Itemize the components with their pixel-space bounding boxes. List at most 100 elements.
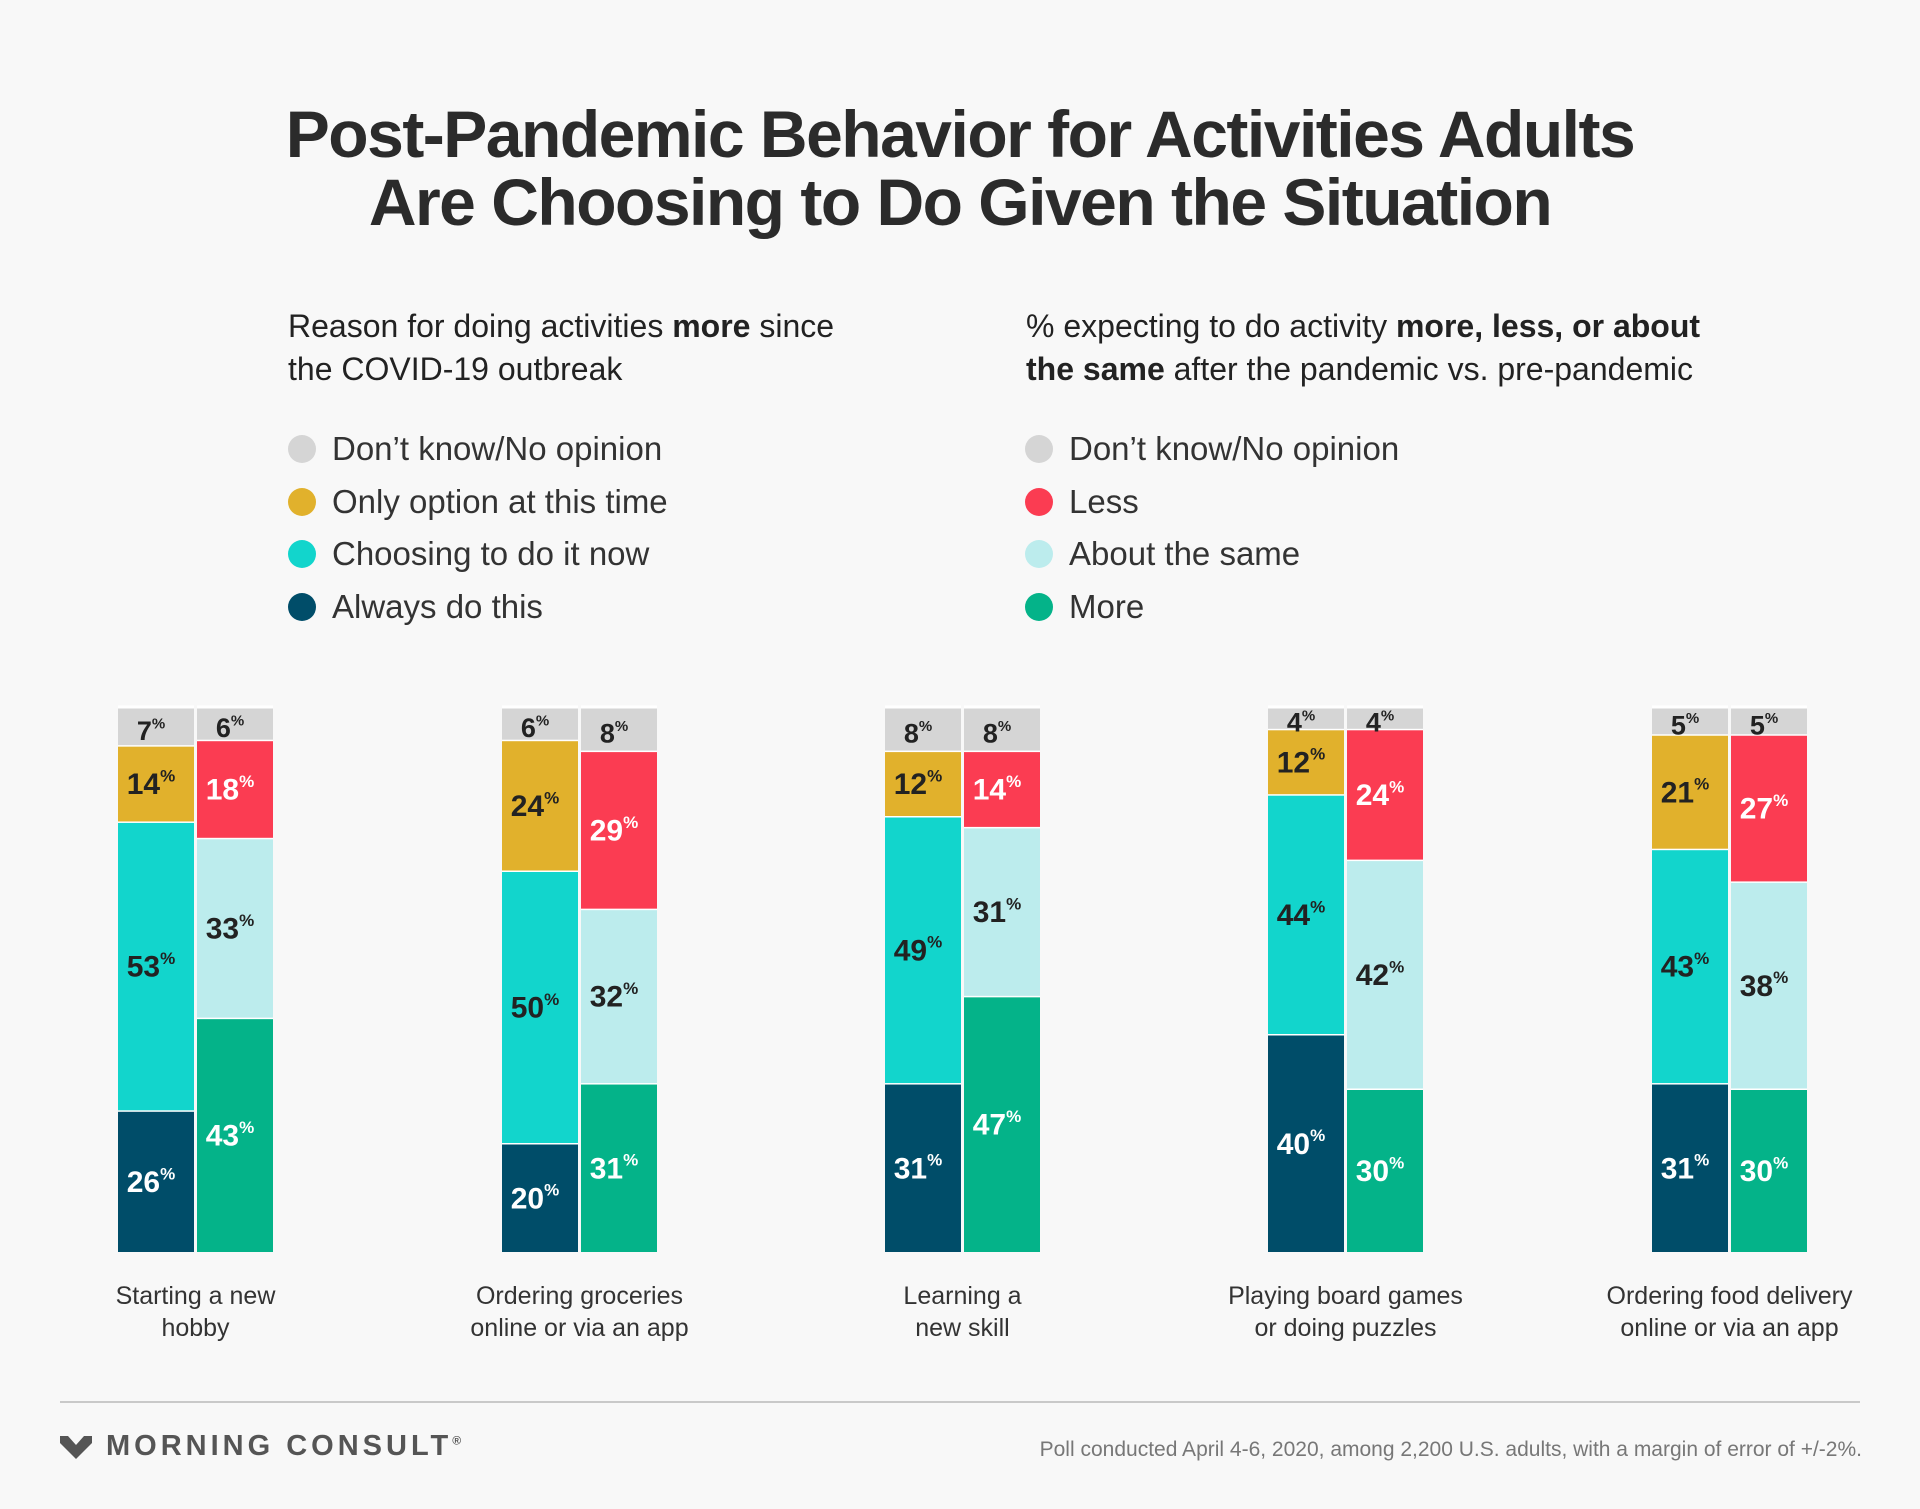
expectation-legend-item: Don’t know/No opinion	[1025, 423, 1399, 476]
chart-title-line-1: Post-Pandemic Behavior for Activities Ad…	[285, 97, 1636, 171]
expectation-bar-segment	[197, 1017, 273, 1252]
expectation-segment-divider	[1731, 705, 1807, 709]
expectation-segment-divider	[964, 825, 1040, 829]
expectation-data-label: 30%	[1740, 1153, 1789, 1188]
expectation-legend-item: More	[1025, 581, 1399, 634]
reason-legend-swatch	[288, 540, 316, 569]
expectation-bar-segment	[1731, 707, 1807, 735]
trademark-symbol: ®	[452, 1433, 462, 1448]
expectation-bar-segment	[197, 739, 273, 838]
left-subhead-pre: Reason for doing activities	[288, 308, 673, 344]
reason-segment-divider	[118, 705, 194, 709]
expectation-bar-segment	[581, 1083, 657, 1252]
reason-bar-segment	[1652, 848, 1728, 1084]
reason-legend-item: Only option at this time	[288, 476, 668, 529]
expectation-bar-segment	[581, 750, 657, 909]
category-label-line: or doing puzzles	[1254, 1314, 1437, 1342]
reason-bar-segment	[118, 821, 194, 1111]
reason-segment-divider	[885, 1081, 961, 1085]
expectation-legend-label: Don’t know/No opinion	[1069, 430, 1400, 468]
reason-segment-divider	[885, 705, 961, 709]
reason-legend-label: Always do this	[332, 587, 543, 625]
expectation-segment-divider	[964, 705, 1040, 709]
expectation-legend-label: Less	[1069, 482, 1139, 520]
category-label-line: Ordering groceries	[475, 1282, 684, 1310]
reason-legend-swatch	[288, 487, 316, 516]
expectation-bar-segment	[1347, 859, 1423, 1089]
reason-bar-segment	[502, 739, 578, 871]
expectation-segment-divider	[1347, 705, 1423, 709]
morning-consult-logo-icon	[60, 1435, 92, 1459]
right-subhead: % expecting to do activity more, less, o…	[1026, 305, 1700, 391]
reason-legend-item: Choosing to do it now	[288, 528, 668, 581]
reason-bar-segment	[502, 870, 578, 1143]
category-label-line: Playing board games	[1228, 1282, 1463, 1310]
reason-bar-segment	[1652, 1083, 1728, 1252]
reason-legend-item: Don’t know/No opinion	[288, 423, 668, 476]
reason-bar-segment	[1268, 707, 1344, 729]
reason-bar-segment	[1268, 1034, 1344, 1252]
reason-segment-divider	[1652, 847, 1728, 851]
brand-logo: MORNING CONSULT®	[60, 1430, 461, 1463]
expectation-legend-swatch	[1025, 540, 1053, 569]
reason-segment-divider	[118, 1108, 194, 1112]
left-subhead-line2: the COVID-19 outbreak	[288, 351, 623, 387]
category-label: Ordering groceries online or via an app	[400, 1280, 760, 1344]
reason-data-label: 7%	[137, 715, 165, 745]
expectation-segment-divider	[581, 1081, 657, 1085]
expectation-data-label: 31%	[973, 895, 1022, 930]
expectation-bar-segment	[964, 707, 1040, 751]
reason-segment-divider	[1652, 1081, 1728, 1085]
expectation-bar-segment	[964, 995, 1040, 1252]
category-label-line: online or via an app	[1620, 1314, 1839, 1342]
reason-data-label: 14%	[127, 767, 176, 802]
expectation-segment-divider	[581, 907, 657, 911]
expectation-legend-swatch	[1025, 592, 1053, 621]
category-label-line: Starting a new	[115, 1282, 276, 1310]
poll-footnote: Poll conducted April 4-6, 2020, among 2,…	[1039, 1438, 1862, 1461]
reason-data-label: 50%	[511, 990, 560, 1025]
stacked-bar-chart: 26%53%14%7%43%33%18%6%20%50%24%6%31%32%2…	[118, 705, 1807, 1252]
expectation-bar-segment	[1347, 728, 1423, 860]
reason-data-label: 53%	[127, 949, 176, 984]
reason-segment-divider	[502, 738, 578, 742]
reason-bar-segment	[885, 1083, 961, 1252]
chart-title: Post-Pandemic Behavior for Activities Ad…	[0, 100, 1920, 236]
category-label: Ordering food delivery online or via an a…	[1550, 1280, 1910, 1344]
reason-bar-segment	[118, 745, 194, 822]
footer-divider	[60, 1401, 1860, 1403]
brand-name: MORNING CONSULT®	[106, 1430, 461, 1463]
category-label: Learning a new skill	[783, 1280, 1143, 1344]
reason-legend-label: Don’t know/No opinion	[332, 430, 663, 468]
left-legend: Don’t know/No opinion Only option at this…	[288, 423, 668, 633]
reason-bar-segment	[502, 707, 578, 740]
chart-title-line-2: Are Choosing to Do Given the Situation	[368, 165, 1553, 239]
reason-legend-swatch	[288, 592, 316, 621]
reason-bar-segment	[1652, 707, 1728, 735]
expectation-data-label: 32%	[590, 979, 639, 1014]
reason-segment-divider	[1268, 792, 1344, 796]
reason-bar-segment	[1652, 734, 1728, 849]
expectation-segment-divider	[197, 705, 273, 709]
category-label: Playing board games or doing puzzles	[1166, 1280, 1526, 1344]
reason-bar-segment	[502, 1143, 578, 1252]
reason-bar-segment	[118, 1110, 194, 1252]
expectation-data-label: 6%	[216, 713, 244, 743]
brand-name-text: MORNING CONSULT	[106, 1430, 453, 1462]
left-subhead-bold: more	[672, 308, 751, 344]
expectation-legend-label: About the same	[1069, 535, 1301, 573]
right-subhead-bold: more, less, or about	[1395, 308, 1701, 344]
expectation-legend-item: About the same	[1025, 528, 1399, 581]
reason-segment-divider	[1268, 705, 1344, 709]
right-subhead-pre: % expecting to do activity	[1026, 308, 1396, 344]
category-label-line: online or via an app	[470, 1314, 689, 1342]
reason-segment-divider	[502, 705, 578, 709]
expectation-data-label: 4%	[1366, 707, 1394, 737]
right-subhead-bold2: the same	[1026, 351, 1165, 387]
expectation-data-label: 30%	[1356, 1153, 1405, 1188]
reason-bar-segment	[118, 707, 194, 746]
reason-segment-divider	[1652, 705, 1728, 709]
expectation-legend-label: More	[1069, 587, 1145, 625]
reason-bar-segment	[885, 707, 961, 751]
expectation-bar-segment	[1347, 1088, 1423, 1252]
